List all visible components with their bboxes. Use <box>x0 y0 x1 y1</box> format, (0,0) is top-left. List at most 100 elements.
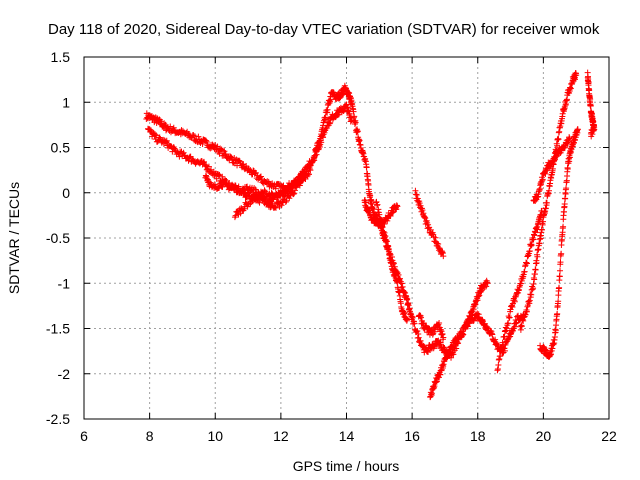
data-point <box>318 139 325 146</box>
chart-title: Day 118 of 2020, Sidereal Day-to-day VTE… <box>48 21 600 38</box>
data-point <box>552 327 559 334</box>
data-point <box>278 202 285 209</box>
data-point <box>156 134 163 141</box>
data-point <box>382 233 389 240</box>
data-point <box>404 295 411 302</box>
data-point <box>437 339 444 346</box>
data-point <box>467 315 474 322</box>
data-point <box>500 341 507 348</box>
data-point <box>251 185 258 192</box>
data-point <box>286 195 293 202</box>
data-point <box>563 185 570 192</box>
data-point <box>547 351 554 358</box>
data-point <box>556 284 563 291</box>
series-track-j <box>494 207 545 374</box>
data-point <box>219 147 226 154</box>
data-point <box>587 103 594 110</box>
data-point <box>299 170 306 177</box>
data-point <box>227 153 234 160</box>
data-point <box>483 283 490 290</box>
data-point <box>272 185 279 192</box>
data-point <box>530 281 537 288</box>
y-tick-label: 0.5 <box>51 140 71 156</box>
data-point <box>203 162 210 169</box>
data-point <box>257 173 264 180</box>
data-point <box>176 153 183 160</box>
series-track-f <box>373 198 527 361</box>
data-point <box>219 173 226 180</box>
data-point <box>269 200 276 207</box>
data-point <box>555 298 562 305</box>
data-point <box>538 226 545 233</box>
data-point <box>235 183 242 190</box>
data-point <box>521 268 528 275</box>
data-point <box>162 138 169 145</box>
data-point <box>215 171 222 178</box>
data-point <box>180 149 187 156</box>
x-tick-label: 10 <box>207 428 223 444</box>
data-point <box>246 166 252 173</box>
data-point <box>300 174 307 181</box>
series-track-k <box>517 70 580 333</box>
data-point <box>291 190 298 197</box>
data-point <box>573 72 580 79</box>
data-point <box>205 163 212 170</box>
data-point <box>219 183 226 190</box>
data-point <box>170 126 177 133</box>
data-point <box>414 327 421 334</box>
data-point <box>195 133 202 140</box>
grid-lines <box>84 57 609 419</box>
x-tick-label: 12 <box>273 428 289 444</box>
series-track-d <box>231 170 307 221</box>
data-point <box>295 179 302 186</box>
data-point <box>363 164 370 171</box>
y-tick-label: -0.5 <box>46 230 70 246</box>
data-point <box>546 187 552 194</box>
data-point <box>532 266 539 273</box>
y-axis-label: SDTVAR / TECUs <box>6 182 22 294</box>
data-point <box>264 178 271 185</box>
data-point <box>484 280 491 287</box>
data-point <box>221 148 228 155</box>
data-point <box>300 171 307 178</box>
data-point <box>574 126 581 133</box>
data-point <box>572 137 579 144</box>
data-point <box>307 167 314 174</box>
data-point <box>554 310 561 317</box>
data-point <box>506 314 513 321</box>
data-point <box>261 194 268 201</box>
data-point <box>453 338 460 345</box>
data-point <box>528 242 535 249</box>
data-point <box>152 131 159 138</box>
data-point <box>203 138 210 145</box>
series-track-n <box>584 69 598 140</box>
data-point <box>586 87 593 94</box>
data-point <box>543 199 550 206</box>
data-point <box>282 199 289 206</box>
x-tick-label: 16 <box>404 428 420 444</box>
data-point <box>556 273 563 280</box>
data-point <box>163 137 170 144</box>
data-point <box>210 142 217 149</box>
data-point <box>237 210 244 217</box>
data-point <box>518 323 525 330</box>
y-tick-label: 1 <box>62 94 70 110</box>
data-point <box>495 361 502 368</box>
data-point <box>533 260 540 267</box>
data-point <box>256 199 263 206</box>
data-point <box>501 333 508 340</box>
data-point <box>306 171 312 178</box>
data-point <box>327 96 334 103</box>
data-point <box>352 119 359 126</box>
data-point <box>244 183 251 190</box>
data-point <box>167 123 174 130</box>
data-point <box>379 224 386 231</box>
data-point <box>432 234 439 241</box>
y-tick-label: -2.5 <box>46 411 70 427</box>
y-tick-label: -2 <box>58 366 71 382</box>
data-point <box>293 180 300 187</box>
series-track-i <box>415 312 447 343</box>
data-point <box>465 319 472 326</box>
data-point <box>354 128 361 135</box>
